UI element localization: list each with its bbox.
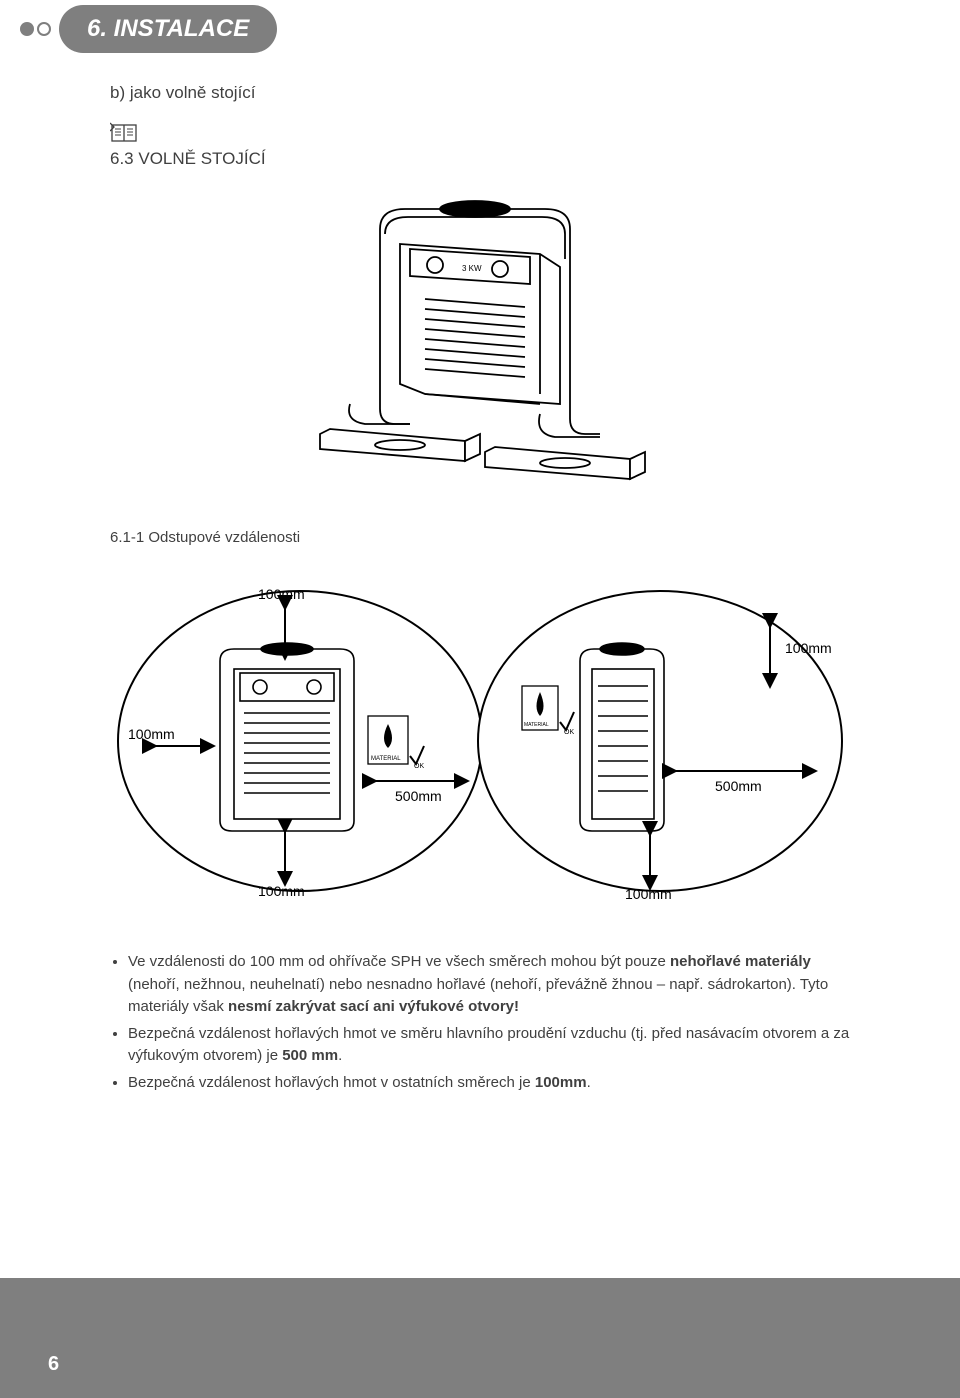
svg-text:MATERIAL: MATERIAL [371,756,401,762]
subsection-6-3: 6.3 VOLNĚ STOJÍCÍ [110,149,850,169]
svg-text:OK: OK [564,729,574,736]
dot-outline [37,22,51,36]
dot-filled [20,22,34,36]
bullet-item: Bezpečná vzdálenost hořlavých hmot ve sm… [128,1023,850,1068]
subsection-6-1-1: 6.1-1 Odstupové vzdálenosti [110,529,850,546]
bullet-list: Ve vzdálenosti do 100 mm od ohřívače SPH… [110,951,850,1094]
footer-band: 6 [0,1278,960,1398]
svg-text:100mm: 100mm [785,640,832,656]
svg-text:500mm: 500mm [395,788,442,804]
subhead-b: b) jako volně stojící [110,83,850,103]
section-badge: 6. INSTALACE [59,5,277,53]
header-dots [20,22,51,36]
content: b) jako volně stojící 6.3 VOLNĚ STOJÍCÍ [0,53,960,1138]
svg-text:OK: OK [414,763,424,770]
svg-text:500mm: 500mm [715,778,762,794]
svg-text:MATERIAL: MATERIAL [524,722,549,728]
bullet-item: Bezpečná vzdálenost hořlavých hmot v ost… [128,1072,850,1095]
svg-text:100mm: 100mm [258,586,305,602]
svg-text:3 KW: 3 KW [278,686,296,693]
header: 6. INSTALACE [0,5,960,53]
page-number: 6 [48,1353,59,1376]
svg-text:100mm: 100mm [625,886,672,902]
svg-text:3 KW: 3 KW [462,264,482,273]
bullet-item: Ve vzdálenosti do 100 mm od ohřívače SPH… [128,951,850,1019]
svg-text:100mm: 100mm [258,883,305,899]
book-icon [110,121,138,143]
svg-text:100mm: 100mm [128,726,175,742]
figure-clearance: 100mm 100mm 100mm 3 KW [110,561,850,921]
figure-freestanding: 3 KW [290,189,670,489]
